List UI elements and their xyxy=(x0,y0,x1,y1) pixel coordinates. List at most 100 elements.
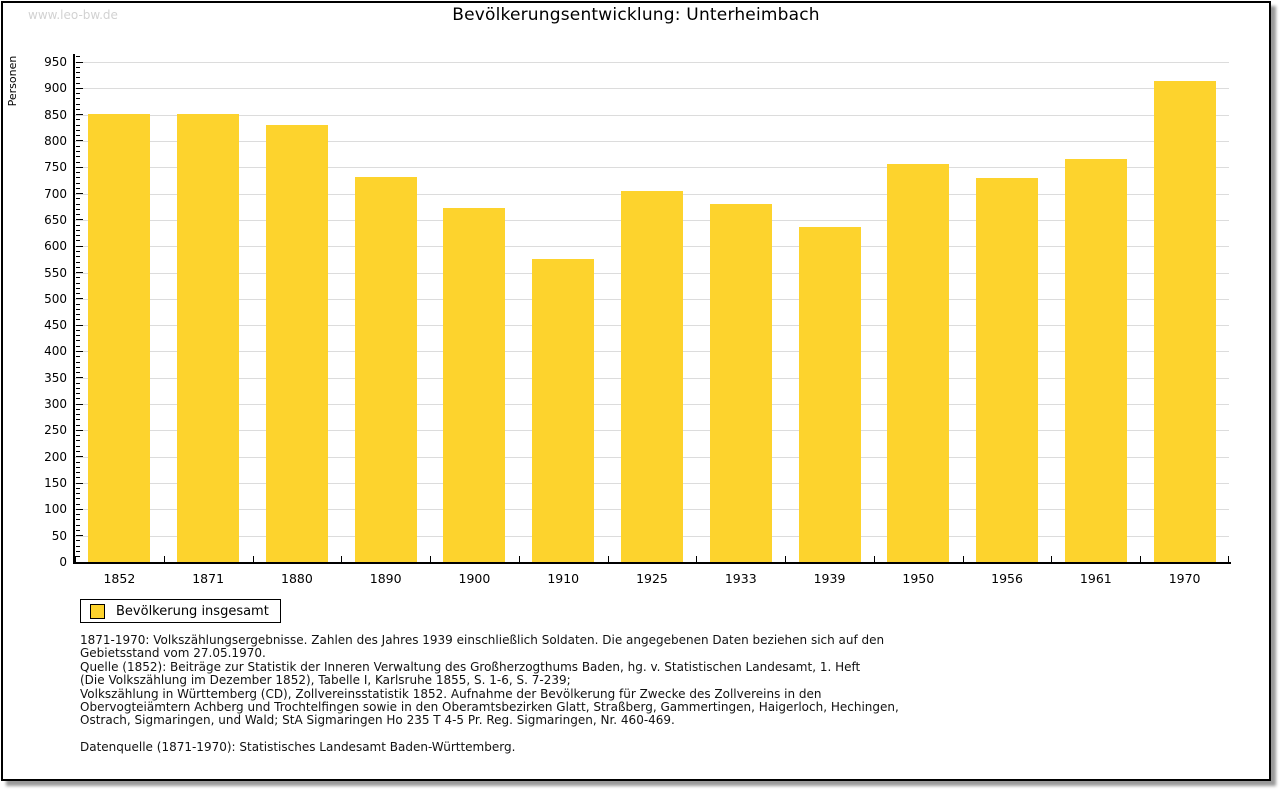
y-axis-tick xyxy=(76,103,80,105)
y-axis-tick xyxy=(76,87,83,89)
y-axis-tick xyxy=(76,161,80,163)
gridline-950 xyxy=(75,62,1229,63)
footnote-line: Obervogteiämtern Achberg und Trochtelfin… xyxy=(80,700,899,715)
y-axis-tick xyxy=(76,208,80,210)
x-axis-tick xyxy=(1140,556,1142,562)
footnote-line: Ostrach, Sigmaringen, und Wald; StA Sigm… xyxy=(80,713,675,728)
y-axis-tick xyxy=(76,229,80,231)
y-axis-tick xyxy=(76,324,83,326)
y-axis-tick xyxy=(76,177,80,179)
y-axis-tick xyxy=(76,308,80,310)
y-axis-tick xyxy=(76,556,80,558)
y-axis-tick xyxy=(76,461,80,463)
y-axis-tick xyxy=(76,250,80,252)
y-axis-tick xyxy=(76,398,80,400)
x-axis-tick xyxy=(607,556,609,562)
y-axis-tick xyxy=(76,140,83,142)
y-axis-tick xyxy=(76,198,80,200)
y-axis-tick xyxy=(76,472,80,474)
y-axis-tick xyxy=(76,545,80,547)
y-axis-tick xyxy=(76,235,80,237)
y-axis-tick xyxy=(76,419,80,421)
x-axis-tick xyxy=(252,556,254,562)
bar-1890 xyxy=(354,177,417,562)
x-axis-tick xyxy=(962,556,964,562)
y-axis-tick xyxy=(76,129,80,131)
y-axis-tick xyxy=(76,440,80,442)
bar-1900 xyxy=(443,208,506,562)
y-axis-tick xyxy=(76,482,83,484)
x-axis-tick xyxy=(696,556,698,562)
y-axis-tick xyxy=(76,187,80,189)
x-axis-label: 1939 xyxy=(813,571,846,586)
y-axis-tick xyxy=(76,356,80,358)
legend-swatch xyxy=(90,603,105,619)
y-axis-label: 400 xyxy=(44,344,67,359)
y-axis-tick xyxy=(76,498,80,500)
y-axis-tick xyxy=(76,345,80,347)
y-axis-tick xyxy=(76,156,80,158)
y-axis-tick xyxy=(76,303,80,305)
y-axis-tick xyxy=(76,519,80,521)
x-axis-tick xyxy=(75,556,76,562)
y-axis-tick xyxy=(76,240,80,242)
bar-1939 xyxy=(798,227,861,562)
y-axis-tick xyxy=(76,372,80,374)
y-axis-label: 250 xyxy=(44,423,67,438)
y-axis-tick xyxy=(76,277,80,279)
y-axis-tick xyxy=(76,335,80,337)
footnote-line: 1871-1970: Volkszählungsergebnisse. Zahl… xyxy=(80,633,885,647)
y-axis-tick xyxy=(76,119,80,121)
gridline-800 xyxy=(75,140,1229,142)
y-axis-label: 650 xyxy=(44,212,67,227)
y-axis-label: 900 xyxy=(44,81,67,96)
x-axis-label: 1970 xyxy=(1168,571,1201,586)
y-axis-tick xyxy=(76,350,83,352)
y-axis-tick xyxy=(76,172,80,174)
x-axis-label: 1950 xyxy=(902,571,935,586)
footnote-line: Volkszählung in Württemberg (CD), Zollve… xyxy=(80,686,822,701)
y-axis-tick xyxy=(76,477,80,479)
bar-1933 xyxy=(709,204,772,562)
y-axis-tick xyxy=(76,314,80,316)
y-axis-tick xyxy=(76,145,80,147)
bar-1852 xyxy=(88,114,151,562)
x-axis-tick xyxy=(1228,556,1229,562)
y-axis-tick xyxy=(76,287,80,289)
y-axis-tick xyxy=(76,382,80,384)
y-axis-label: 500 xyxy=(44,291,67,306)
y-axis-tick xyxy=(76,166,83,168)
x-axis-label: 1910 xyxy=(547,571,580,586)
y-axis-label: 750 xyxy=(44,160,67,175)
y-axis-label: 550 xyxy=(44,265,67,280)
x-axis-label: 1852 xyxy=(103,571,136,586)
y-axis-label: 950 xyxy=(44,55,67,69)
y-axis-tick xyxy=(76,403,83,405)
y-axis-tick xyxy=(76,135,80,137)
y-axis-tick xyxy=(76,524,80,526)
y-axis-tick xyxy=(76,466,80,468)
y-axis-tick xyxy=(76,550,80,552)
y-axis-tick xyxy=(76,293,80,295)
y-axis-tick xyxy=(76,66,80,68)
y-axis-tick xyxy=(76,493,80,495)
x-axis-tick xyxy=(341,556,343,562)
y-axis-tick xyxy=(76,503,80,505)
y-axis-label: 100 xyxy=(44,502,67,517)
y-axis-tick xyxy=(76,77,80,79)
y-axis-tick xyxy=(76,340,80,342)
y-axis-tick xyxy=(76,535,83,537)
y-axis-label: 300 xyxy=(44,397,67,412)
y-axis-tick xyxy=(76,56,80,58)
y-axis-tick xyxy=(76,124,80,126)
y-axis-tick xyxy=(76,377,83,379)
data-source-line: Datenquelle (1871-1970): Statistisches L… xyxy=(80,740,516,755)
y-axis-tick xyxy=(76,214,80,216)
x-axis-label: 1871 xyxy=(192,571,225,586)
y-axis-tick xyxy=(76,193,83,195)
y-axis-label: 350 xyxy=(44,370,67,385)
x-axis-label: 1933 xyxy=(724,571,757,586)
y-axis-tick xyxy=(76,82,80,84)
x-axis-tick xyxy=(430,556,432,562)
y-axis-tick xyxy=(76,282,80,284)
